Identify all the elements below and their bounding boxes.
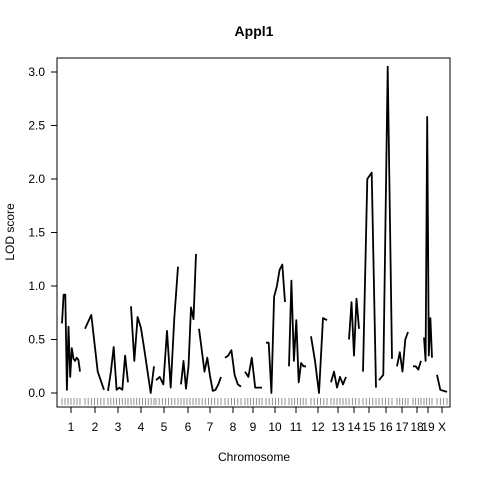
x-tick-label: 2 — [92, 420, 99, 434]
x-tick-label: 17 — [395, 420, 409, 434]
x-tick-label: 11 — [290, 420, 303, 434]
y-tick-label: 1.0 — [28, 279, 45, 293]
y-tick-label: 3.0 — [28, 65, 45, 79]
lod-series-chr-17 — [396, 331, 409, 373]
lod-series-chr-8 — [224, 349, 242, 388]
y-axis: 0.0 0.5 1.0 1.5 2.0 2.5 3.0 — [28, 65, 58, 400]
x-tick-label: 19 — [421, 420, 435, 434]
y-axis-label: LOD score — [3, 203, 17, 261]
lod-series-chr-7 — [198, 328, 222, 392]
x-tick-label: 8 — [230, 420, 237, 434]
lod-series-chr-11 — [288, 279, 306, 384]
x-tick-label: 12 — [311, 420, 325, 434]
x-tick-label: 18 — [410, 420, 424, 434]
lod-series-chr-19 — [423, 116, 433, 362]
y-tick-label: 1.5 — [28, 226, 45, 240]
lod-series-chr-18 — [413, 360, 422, 371]
y-tick-label: 2.0 — [28, 172, 45, 186]
x-tick-label: 10 — [268, 420, 282, 434]
chart-title: Appl1 — [235, 23, 274, 39]
lod-series-chr-1 — [61, 293, 81, 391]
lod-series-chr-4 — [130, 306, 155, 394]
x-tick-label: 16 — [379, 420, 393, 434]
x-tick-label: 1 — [68, 420, 75, 434]
x-tick-label: 9 — [250, 420, 257, 434]
lod-series-chr-6 — [180, 253, 197, 390]
x-tick-label: 4 — [138, 420, 145, 434]
x-axis-label: Chromosome — [218, 450, 290, 464]
x-tick-label: 13 — [331, 420, 345, 434]
x-tick-label: 6 — [185, 420, 192, 434]
x-tick-label: 15 — [362, 420, 376, 434]
x-tick-label: 7 — [207, 420, 214, 434]
x-tick-label: 3 — [115, 420, 122, 434]
marker-rug — [61, 398, 448, 405]
lod-series-chr-12 — [310, 317, 328, 394]
y-tick-label: 0.0 — [28, 386, 45, 400]
y-tick-label: 2.5 — [28, 119, 45, 133]
lod-series-chr-3 — [107, 346, 129, 392]
lod-series-chr-15 — [362, 171, 377, 388]
lod-series-chr-9 — [244, 356, 262, 389]
lod-series-chr-X — [436, 374, 448, 393]
y-tick-label: 0.5 — [28, 333, 45, 347]
x-tick-label: 14 — [347, 420, 361, 434]
lod-series-chr-14 — [348, 297, 360, 357]
lod-series-chr-10 — [266, 263, 286, 394]
lod-series-chr-2 — [84, 313, 105, 391]
lod-series-chr-5 — [155, 266, 179, 389]
lod-series-chr-16 — [378, 65, 393, 381]
lod-series-chr-13 — [330, 370, 347, 389]
x-tick-label: 5 — [161, 420, 168, 434]
x-tick-label: X — [438, 420, 446, 434]
lod-series-group — [61, 65, 448, 394]
